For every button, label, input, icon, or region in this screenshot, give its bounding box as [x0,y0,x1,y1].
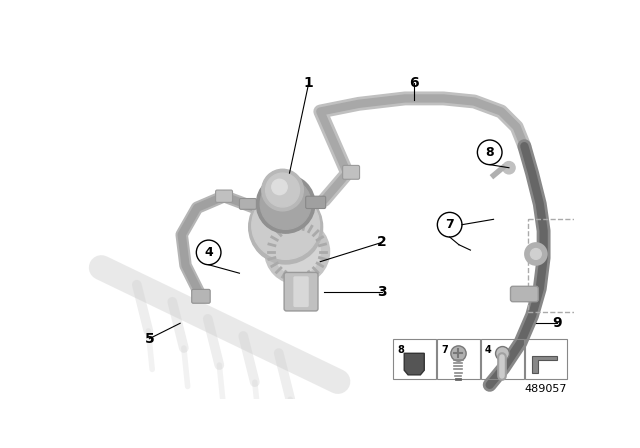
Circle shape [257,175,315,233]
Circle shape [249,190,323,264]
FancyBboxPatch shape [342,165,360,179]
Text: 489057: 489057 [524,384,566,394]
Bar [528,220,598,312]
FancyBboxPatch shape [239,198,257,209]
Circle shape [274,228,320,275]
Circle shape [272,179,287,195]
Text: 9: 9 [553,316,563,330]
FancyBboxPatch shape [216,190,232,202]
Text: 7: 7 [445,218,454,231]
Text: 4: 4 [485,345,492,355]
Circle shape [262,169,303,211]
Text: 2: 2 [377,235,387,250]
Circle shape [265,220,330,284]
FancyBboxPatch shape [192,289,210,303]
Text: 5: 5 [145,332,154,346]
FancyBboxPatch shape [306,196,326,208]
FancyBboxPatch shape [293,276,308,307]
Circle shape [252,192,319,259]
Bar [394,339,436,379]
Polygon shape [404,353,424,375]
FancyBboxPatch shape [284,272,318,311]
Text: 8: 8 [397,345,404,355]
Text: 8: 8 [485,146,494,159]
Text: 7: 7 [441,345,448,355]
Circle shape [525,243,547,265]
Bar [525,339,568,379]
Bar [481,339,524,379]
FancyBboxPatch shape [511,286,538,302]
Text: 1: 1 [304,76,314,90]
Text: 3: 3 [377,285,387,299]
Polygon shape [532,356,557,373]
Circle shape [503,162,515,174]
Circle shape [531,249,541,259]
Text: 6: 6 [410,76,419,90]
Circle shape [266,173,300,207]
Text: 4: 4 [204,246,213,259]
Circle shape [260,178,311,229]
Bar [437,339,480,379]
